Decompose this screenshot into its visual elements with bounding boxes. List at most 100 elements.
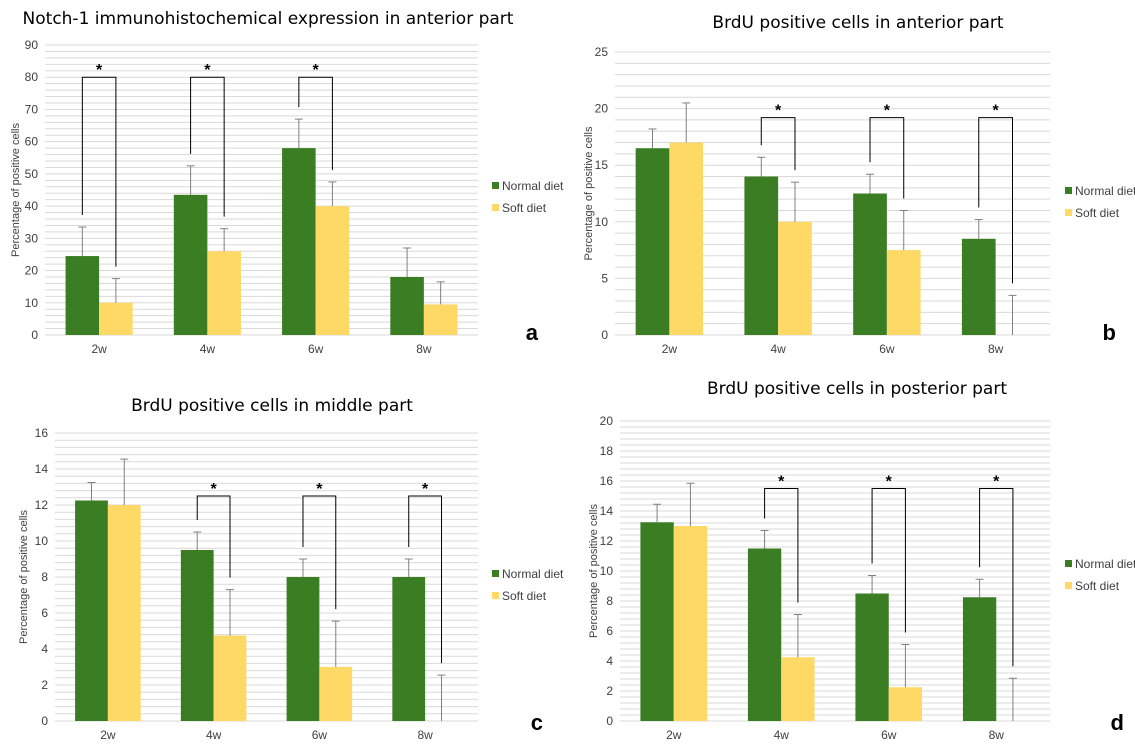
significance-star: * <box>884 103 891 120</box>
y-tick-label: 5 <box>601 271 608 285</box>
chart-title: BrdU positive cells in anterior part <box>712 13 1004 33</box>
chart-panel-c: 0 2 4 6 8 10 12 14 16 2w 4w 6w 8w * * * BrdU positive ce… <box>18 396 564 742</box>
y-tick-label: 10 <box>595 215 609 229</box>
x-tick-label: 2w <box>666 728 682 742</box>
significance-bracket <box>978 117 1013 284</box>
legend-swatch <box>492 204 499 211</box>
significance-star: * <box>775 103 782 120</box>
y-tick-label: 12 <box>35 498 49 512</box>
bar-soft-diet <box>213 635 247 721</box>
x-tick-label: 4w <box>206 728 222 742</box>
bar-soft-diet <box>888 687 923 721</box>
chart-title: Notch-1 immunohistochemical expression i… <box>23 9 514 29</box>
significance-star: * <box>313 62 320 79</box>
y-axis-label: Percentage of positive cells <box>588 504 600 638</box>
significance-star: * <box>96 62 103 79</box>
significance-star: * <box>204 62 211 79</box>
legend-swatch <box>1065 209 1072 216</box>
y-tick-label: 8 <box>41 570 48 584</box>
significance-bracket <box>81 76 117 267</box>
bar-normal-diet <box>180 550 214 721</box>
x-tick-label: 2w <box>91 342 107 356</box>
y-tick-label: 70 <box>25 102 39 116</box>
legend-swatch <box>1065 582 1072 589</box>
significance-star: * <box>993 103 1000 120</box>
chart-title: BrdU positive cells in posterior part <box>707 379 1007 399</box>
significance-star: * <box>422 481 429 498</box>
legend-label: Soft diet <box>1075 206 1120 220</box>
significance-bracket <box>190 76 225 217</box>
y-tick-label: 30 <box>25 231 39 245</box>
y-axis-label: Percentage of positive cells <box>18 510 30 644</box>
y-tick-label: 20 <box>25 264 39 278</box>
y-tick-label: 90 <box>25 38 39 52</box>
y-tick-label: 50 <box>25 167 39 181</box>
legend-label: Soft diet <box>1075 579 1120 593</box>
significance-star: * <box>993 474 1000 491</box>
bar-soft-diet <box>669 142 704 335</box>
x-tick-label: 6w <box>879 342 895 356</box>
bar-normal-diet <box>65 256 100 335</box>
y-tick-label: 8 <box>606 594 613 608</box>
significance-bracket <box>764 488 799 603</box>
y-tick-label: 4 <box>606 654 613 668</box>
y-tick-label: 40 <box>25 199 39 213</box>
legend-label: Soft diet <box>502 589 547 603</box>
y-tick-label: 2 <box>606 684 613 698</box>
legend-label: Normal diet <box>502 179 564 193</box>
significance-bracket <box>298 76 333 170</box>
significance-star: * <box>886 474 893 491</box>
y-tick-label: 20 <box>595 102 609 116</box>
legend-swatch <box>492 182 499 189</box>
panel-label: a <box>526 320 539 345</box>
significance-bracket <box>408 495 443 664</box>
legend-label: Normal diet <box>1075 557 1135 571</box>
y-tick-label: 4 <box>41 642 48 656</box>
x-tick-label: 6w <box>308 342 324 356</box>
chart-title: BrdU positive cells in middle part <box>131 396 413 416</box>
legend-label: Normal diet <box>1075 184 1135 198</box>
panel-label: b <box>1103 320 1116 345</box>
panel-label: d <box>1111 710 1124 735</box>
y-tick-label: 0 <box>31 328 38 342</box>
bar-normal-diet <box>282 148 316 335</box>
y-tick-label: 16 <box>600 474 614 488</box>
y-tick-label: 14 <box>35 462 49 476</box>
y-tick-label: 60 <box>25 135 39 149</box>
legend-swatch <box>492 592 499 599</box>
y-axis-label: Percentage of positive cells <box>583 126 595 260</box>
chart-panel-b: 0 5 10 15 20 25 2w 4w 6w 8w * * * BrdU positive cells… <box>583 13 1135 356</box>
x-tick-label: 8w <box>989 728 1005 742</box>
y-tick-label: 20 <box>600 414 614 428</box>
y-tick-label: 0 <box>606 714 613 728</box>
bar-soft-diet <box>99 302 133 335</box>
x-tick-label: 8w <box>416 342 432 356</box>
bar-soft-diet <box>207 251 241 335</box>
legend-label: Soft diet <box>502 201 547 215</box>
bar-normal-diet <box>286 577 320 721</box>
significance-bracket <box>979 488 1014 667</box>
significance-bracket <box>869 117 905 199</box>
y-axis-label: Percentage of positive cells <box>10 123 22 257</box>
panel-label: c <box>531 710 543 735</box>
bar-normal-diet <box>392 577 426 721</box>
bar-soft-diet <box>778 221 812 335</box>
y-tick-label: 12 <box>600 534 614 548</box>
x-tick-label: 2w <box>662 342 678 356</box>
legend-label: Normal diet <box>502 567 564 581</box>
bar-normal-diet <box>962 597 997 721</box>
x-tick-label: 4w <box>770 342 786 356</box>
legend-swatch <box>1065 187 1072 194</box>
bar-normal-diet <box>961 238 996 335</box>
bar-soft-diet <box>315 206 350 335</box>
y-tick-label: 10 <box>25 296 39 310</box>
bar-soft-diet <box>886 250 921 335</box>
bar-soft-diet <box>319 667 353 721</box>
y-tick-label: 14 <box>600 504 614 518</box>
y-tick-label: 0 <box>41 714 48 728</box>
legend-swatch <box>1065 560 1072 567</box>
x-tick-label: 6w <box>312 728 328 742</box>
x-tick-label: 4w <box>200 342 216 356</box>
y-tick-label: 10 <box>600 564 614 578</box>
